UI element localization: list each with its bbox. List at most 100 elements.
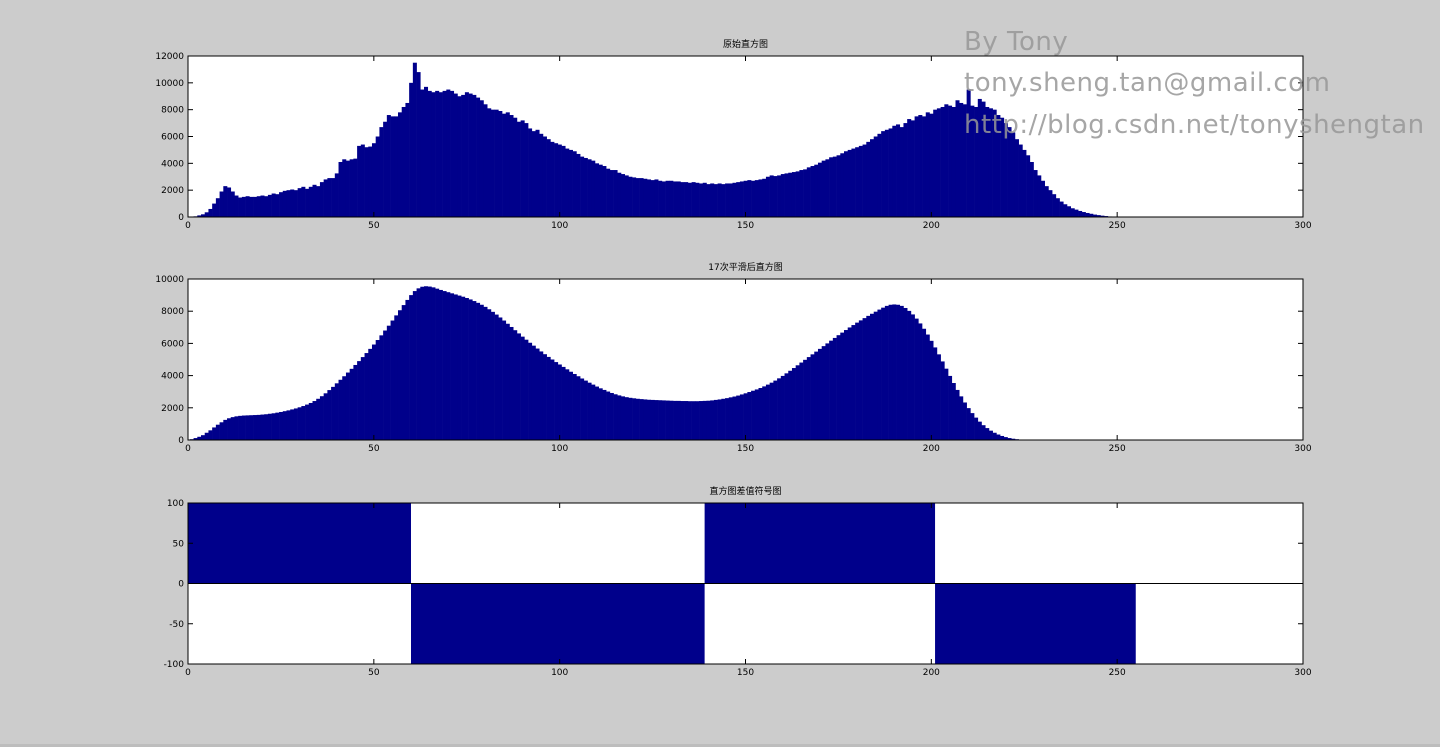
- histogram-bar: [279, 192, 284, 217]
- histogram-bar: [293, 190, 298, 217]
- histogram-bar: [739, 181, 744, 217]
- histogram-bar: [669, 180, 674, 217]
- histogram-bar: [424, 86, 429, 217]
- histogram-bar: [293, 408, 298, 440]
- histogram-bar: [1040, 180, 1045, 217]
- histogram-bar: [301, 406, 306, 440]
- histogram-bar: [1052, 194, 1057, 217]
- histogram-bar: [275, 194, 280, 217]
- histogram-bar: [829, 340, 834, 440]
- histogram-bar: [620, 396, 626, 440]
- histogram-bar: [368, 348, 373, 440]
- histogram-bar: [665, 180, 670, 217]
- histogram-bar: [977, 98, 982, 217]
- histogram-bar: [613, 394, 618, 440]
- histogram-bar: [799, 170, 804, 217]
- histogram-bar: [725, 183, 730, 217]
- histogram-bar: [825, 343, 830, 440]
- x-tick-label: 250: [1109, 444, 1126, 454]
- histogram-bar: [479, 100, 484, 217]
- histogram-bar: [680, 182, 685, 217]
- x-tick-label: 200: [923, 221, 940, 231]
- y-tick-label: 2000: [161, 404, 184, 414]
- histogram-bar: [899, 305, 904, 440]
- histogram-bar: [483, 104, 488, 217]
- y-tick-label: -100: [164, 660, 185, 670]
- histogram-bar: [282, 411, 287, 440]
- histogram-bar: [851, 148, 856, 217]
- histogram-bar: [334, 173, 339, 217]
- histogram-bar: [702, 182, 707, 217]
- histogram-bar: [620, 174, 626, 217]
- histogram-bar: [435, 90, 440, 217]
- histogram-bar: [342, 159, 347, 217]
- histogram-bar: [699, 183, 704, 217]
- histogram-bar: [587, 159, 592, 217]
- histogram-bar: [1081, 212, 1086, 217]
- histogram-bar: [390, 116, 395, 217]
- histogram-bar: [758, 387, 763, 440]
- histogram-bar: [676, 181, 681, 217]
- histogram-bar: [758, 179, 763, 217]
- histogram-bar: [542, 354, 547, 440]
- histogram-bar: [409, 295, 414, 440]
- histogram-bar: [654, 400, 659, 440]
- histogram-bar: [661, 181, 666, 217]
- histogram-bar: [264, 196, 269, 217]
- histogram-bar: [345, 372, 350, 440]
- histogram-bar: [230, 417, 235, 440]
- histogram-bar: [780, 174, 785, 217]
- watermark-blog-url: http://blog.csdn.net/tonyshengtan: [964, 110, 1425, 140]
- histogram-bar: [412, 62, 417, 218]
- histogram-bar: [836, 335, 841, 440]
- histogram-bar: [1059, 201, 1064, 217]
- histogram-bar: [561, 366, 566, 440]
- histogram-bar: [684, 401, 689, 440]
- histogram-bar: [962, 402, 967, 440]
- histogram-bar: [643, 178, 648, 217]
- histogram-bar: [751, 390, 756, 440]
- histogram-bar: [1011, 438, 1016, 440]
- histogram-bar: [394, 116, 399, 217]
- histogram-bar: [777, 175, 782, 217]
- histogram-bar: [843, 330, 849, 440]
- histogram-bar: [944, 368, 949, 440]
- histogram-bar: [383, 121, 388, 217]
- histogram-bar: [256, 414, 261, 440]
- histogram-bar: [673, 400, 678, 440]
- histogram-bar: [739, 394, 744, 440]
- histogram-bar: [312, 184, 317, 217]
- histogram-bar: [1055, 198, 1060, 217]
- histogram-bar: [591, 160, 596, 217]
- histogram-bar: [516, 333, 521, 440]
- y-tick-label: 0: [178, 436, 184, 446]
- histogram-bar: [249, 415, 254, 440]
- histogram-bar: [691, 401, 696, 440]
- histogram-bar: [457, 96, 462, 217]
- histogram-bar: [520, 336, 525, 440]
- histogram-bar: [282, 190, 287, 217]
- histogram-bar: [353, 364, 358, 440]
- histogram-bar: [308, 186, 313, 217]
- histogram-bar: [806, 167, 811, 217]
- histogram-bar: [862, 318, 867, 440]
- histogram-bar: [197, 215, 202, 217]
- histogram-bar: [836, 155, 841, 217]
- histogram-bar: [438, 289, 443, 440]
- histogram-bar: [557, 364, 562, 440]
- histogram-bar: [450, 90, 455, 217]
- x-tick-label: 200: [923, 668, 940, 678]
- histogram-bar: [572, 151, 577, 217]
- histogram-bar: [275, 412, 280, 440]
- histogram-bar: [602, 389, 607, 440]
- histogram-bar: [840, 332, 845, 440]
- histogram-bar: [717, 399, 722, 440]
- histogram-bar: [464, 92, 469, 217]
- histogram-bar: [602, 166, 607, 217]
- histogram-bar: [338, 379, 343, 440]
- histogram-bar: [241, 196, 246, 217]
- histogram-bar: [379, 127, 384, 217]
- watermark-email: tony.sheng.tan@gmail.com: [964, 68, 1331, 98]
- histogram-bar: [479, 304, 484, 440]
- histogram-bar: [468, 93, 473, 217]
